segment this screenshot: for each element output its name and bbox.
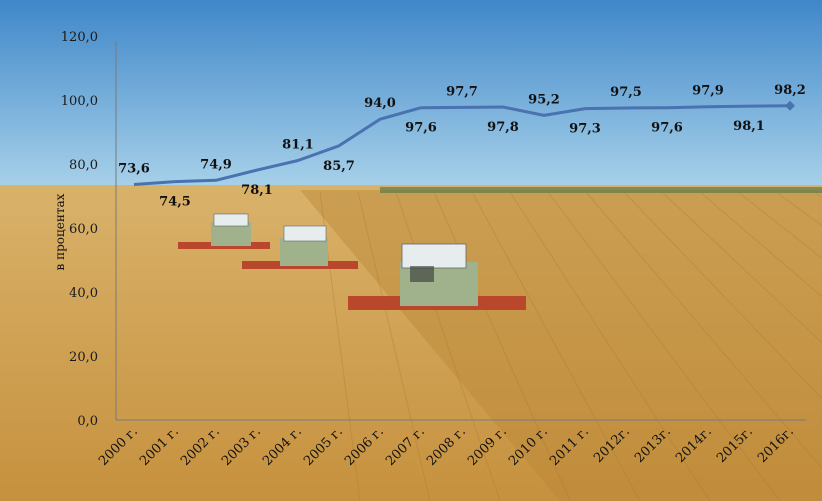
data-label: 81,1: [282, 137, 314, 152]
field-rows: [319, 191, 822, 501]
y-tick-label: 60,0: [69, 222, 98, 237]
data-label: 94,0: [364, 96, 396, 111]
sky: [0, 0, 822, 190]
data-label: 74,9: [200, 157, 232, 172]
data-label: 97,5: [610, 85, 642, 100]
data-label: 97,3: [569, 122, 601, 137]
harvester-icon: [348, 243, 526, 310]
data-labels: 73,6 74,5 74,9 78,1 81,1 85,7 94,0 97,6 97,7 97,8…: [118, 83, 806, 210]
y-axis-title: в процентах: [53, 193, 67, 270]
data-label: 98,1: [733, 119, 765, 134]
data-label: 85,7: [323, 159, 355, 174]
y-tick-label: 40,0: [69, 286, 98, 301]
y-tick-label: 0,0: [77, 414, 98, 429]
data-label: 95,2: [528, 92, 560, 107]
data-label: 97,8: [487, 120, 519, 135]
y-tick-label: 100,0: [61, 94, 98, 109]
y-tick-label: 120,0: [61, 30, 98, 45]
harvester-icon: [242, 225, 358, 269]
series-line: [133, 100, 795, 186]
data-label: 73,6: [118, 161, 150, 176]
wheat-field: [0, 185, 822, 501]
data-label: 97,9: [692, 84, 724, 99]
data-label: 97,6: [651, 121, 683, 136]
data-label: 98,2: [774, 83, 806, 98]
tree-line: [380, 187, 822, 193]
data-label: 97,6: [405, 121, 437, 136]
series-polyline: [133, 104, 791, 186]
harvester-icon: [178, 213, 270, 249]
y-tick-labels: 0,0 20,0 40,0 60,0 80,0 100,0 120,0: [61, 30, 98, 429]
data-label: 97,7: [446, 84, 478, 99]
data-label: 74,5: [159, 195, 191, 210]
y-tick-label: 20,0: [69, 350, 98, 365]
data-label: 78,1: [241, 183, 273, 198]
y-tick-label: 80,0: [69, 158, 98, 173]
data-point-marker: [785, 100, 795, 111]
